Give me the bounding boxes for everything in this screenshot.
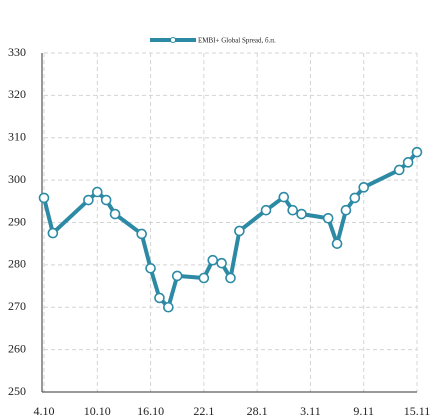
data-point — [198, 272, 210, 284]
y-tick-label: 250 — [8, 384, 26, 398]
data-point — [287, 204, 298, 216]
data-point — [234, 225, 245, 237]
y-tick-label: 270 — [8, 299, 26, 313]
y-tick-label: 330 — [8, 45, 26, 59]
data-point — [47, 227, 59, 239]
data-point — [109, 208, 121, 220]
data-point — [340, 204, 352, 216]
data-point — [322, 212, 334, 224]
y-tick-label: 320 — [8, 87, 26, 101]
data-point — [411, 146, 423, 158]
data-point — [136, 228, 147, 240]
data-point — [145, 262, 156, 274]
x-tick-label: 22.1 — [193, 404, 214, 418]
data-point — [91, 186, 103, 198]
data-point — [207, 254, 219, 266]
data-point — [260, 204, 272, 216]
x-tick-label: 15.11 — [404, 404, 431, 418]
data-point — [154, 292, 165, 304]
y-tick-label: 280 — [8, 257, 26, 271]
y-tick-label: 290 — [8, 214, 26, 228]
y-tick-label: 310 — [8, 130, 26, 144]
x-tick-label: 4.10 — [34, 404, 55, 418]
data-point — [100, 194, 112, 206]
data-point — [278, 191, 290, 203]
data-point — [393, 164, 405, 176]
y-tick-label: 300 — [8, 172, 26, 186]
legend-label: EMBI+ Global Spread, б.п. — [198, 37, 276, 45]
data-point — [83, 194, 94, 206]
x-tick-label: 10.10 — [84, 404, 111, 418]
data-point — [402, 157, 414, 168]
data-point — [349, 192, 361, 204]
data-point — [163, 301, 174, 313]
legend-marker — [170, 37, 176, 43]
x-tick-label: 16.10 — [137, 404, 164, 418]
series-line — [42, 150, 419, 310]
data-point — [296, 208, 307, 220]
x-tick-label: 3.11 — [300, 404, 321, 418]
data-point — [216, 257, 227, 269]
data-point — [358, 182, 370, 193]
data-point — [38, 192, 50, 204]
data-point — [171, 270, 183, 282]
data-point — [225, 272, 236, 284]
y-tick-label: 260 — [8, 341, 26, 355]
data-point — [331, 238, 343, 249]
x-tick-label: 28.1 — [247, 404, 268, 418]
x-tick-label: 9.11 — [353, 404, 374, 418]
